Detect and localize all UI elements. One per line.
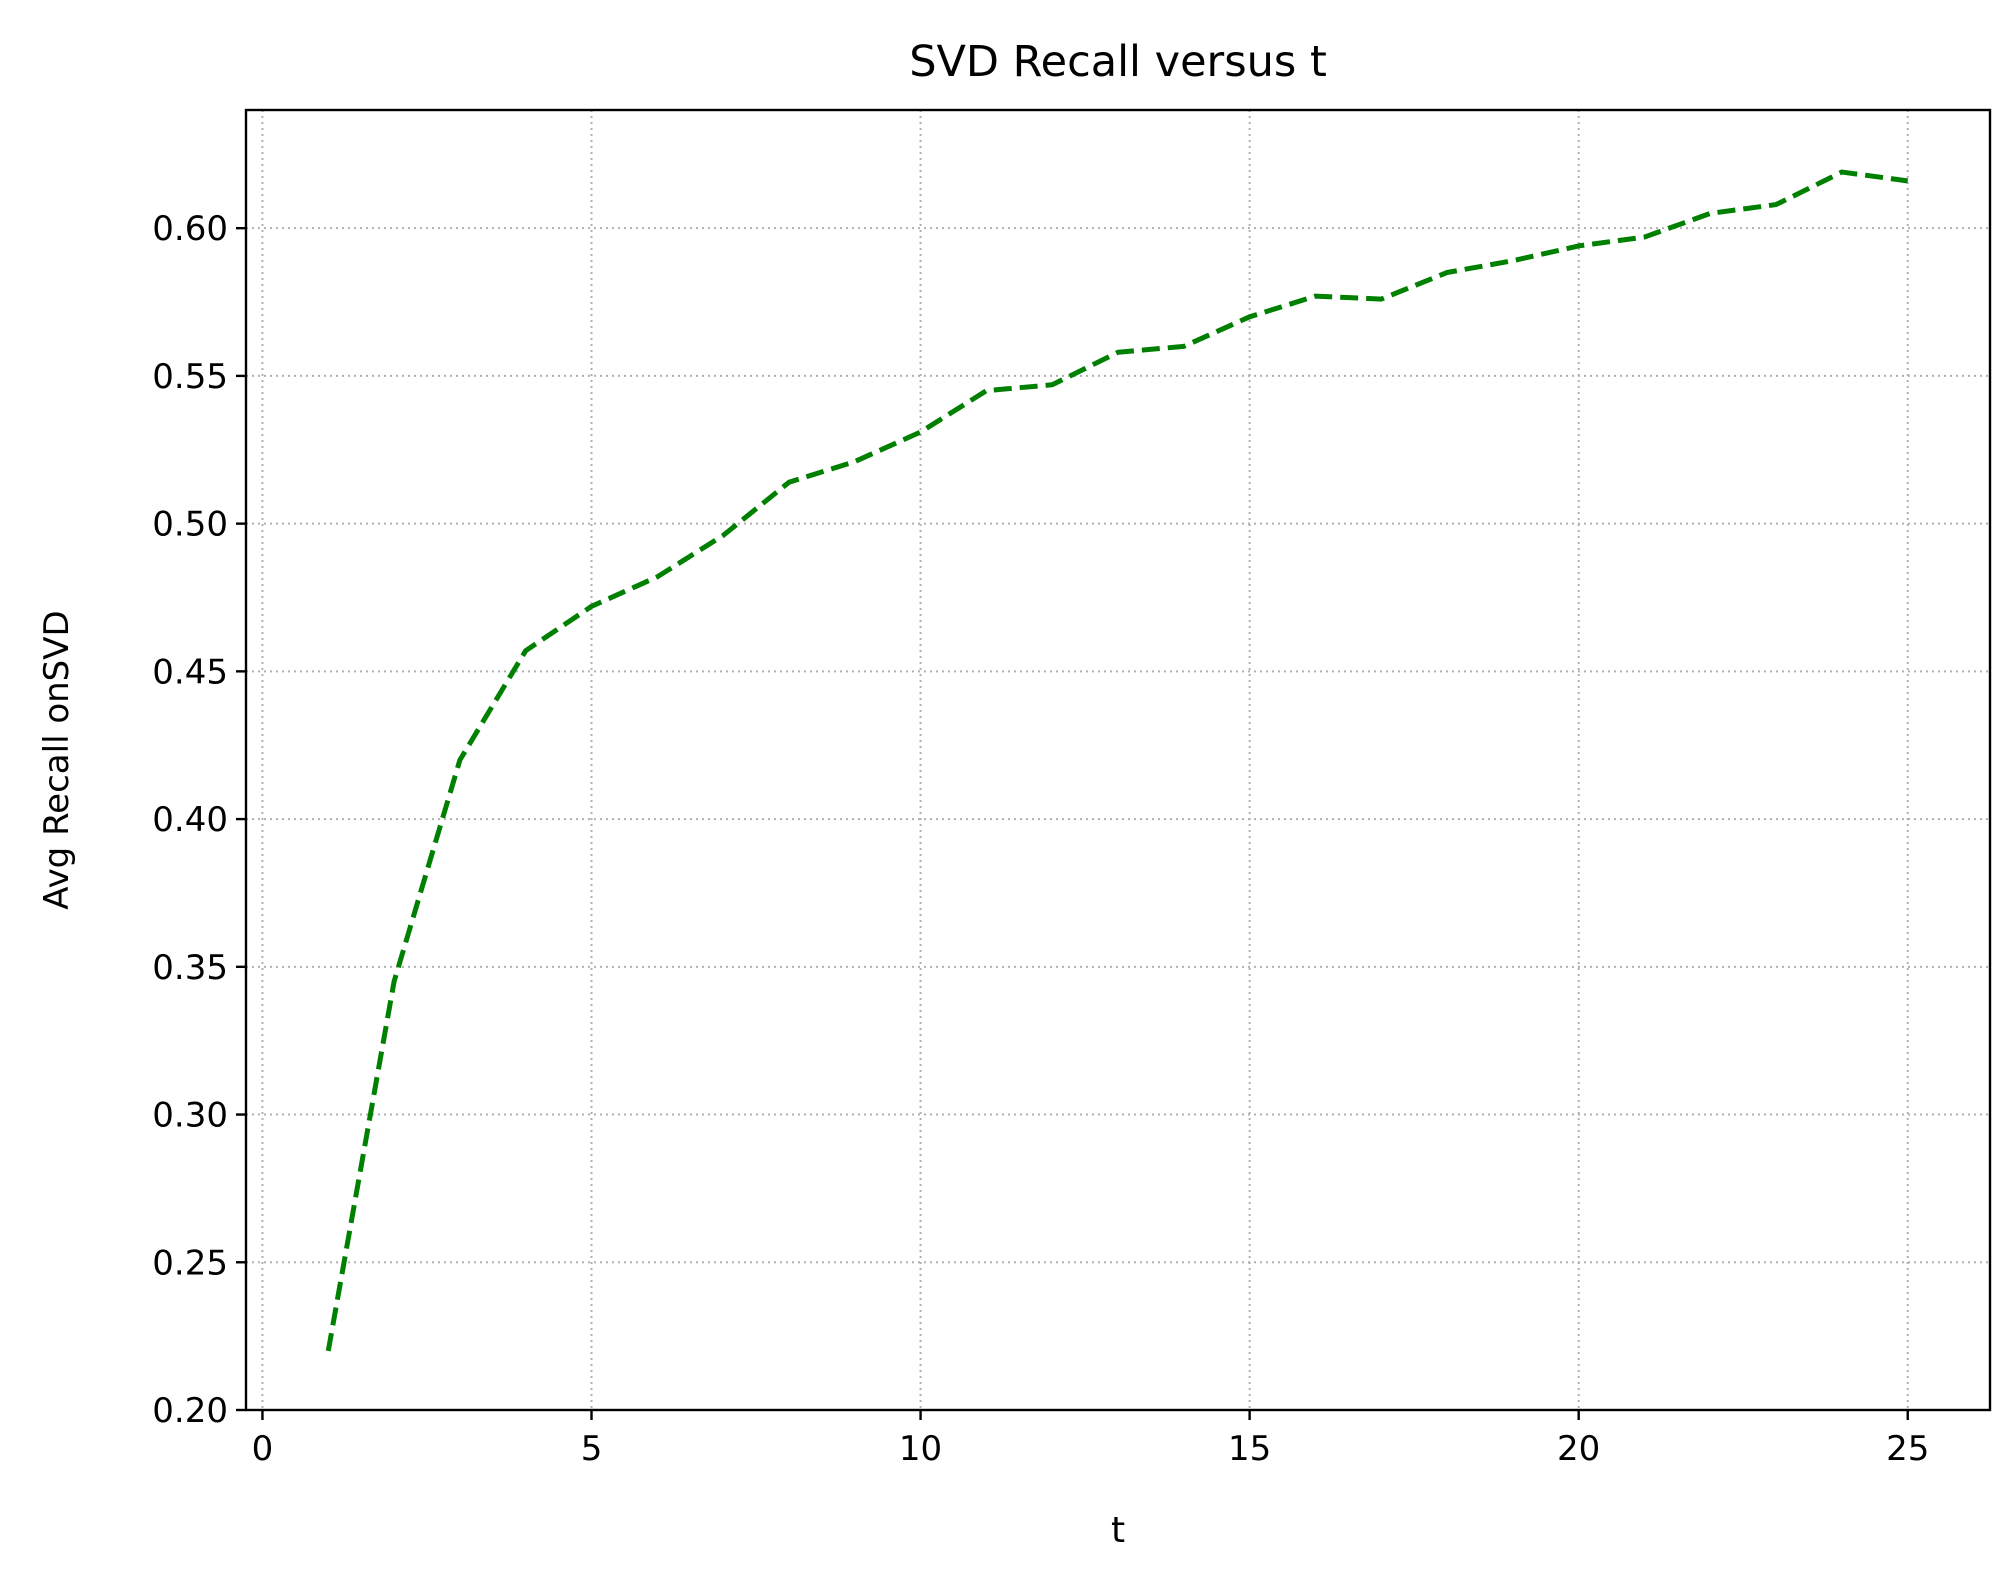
x-axis-label: t — [1111, 1510, 1125, 1551]
y-tick-label: 0.55 — [152, 357, 228, 397]
y-tick-label: 0.50 — [152, 505, 228, 545]
series-layer — [325, 169, 1909, 1352]
series-line — [325, 169, 1909, 1352]
chart-title: SVD Recall versus t — [909, 37, 1327, 87]
y-tick-label: 0.40 — [152, 800, 228, 840]
x-tick-label: 20 — [1557, 1429, 1600, 1469]
x-tick-label: 25 — [1886, 1429, 1929, 1469]
y-tick-label: 0.30 — [152, 1096, 228, 1136]
x-tick-label: 10 — [899, 1429, 942, 1469]
y-tick-label: 0.25 — [152, 1243, 228, 1283]
x-tick-label: 15 — [1228, 1429, 1271, 1469]
y-tick-label: 0.20 — [152, 1391, 228, 1431]
x-tick-label: 5 — [581, 1429, 603, 1469]
y-tick-label: 0.45 — [152, 652, 228, 692]
y-axis: 0.20 0.25 0.30 0.35 0.40 0.45 0.50 0.55 0.60 — [152, 209, 246, 1431]
y-tick-label: 0.35 — [152, 948, 228, 988]
x-axis: 0 5 10 15 20 25 — [252, 1410, 1929, 1469]
x-tick-label: 0 — [252, 1429, 274, 1469]
y-axis-label: Avg Recall onSVD — [37, 610, 77, 909]
y-tick-label: 0.60 — [152, 209, 228, 249]
plot-frame — [244, 108, 1992, 1412]
